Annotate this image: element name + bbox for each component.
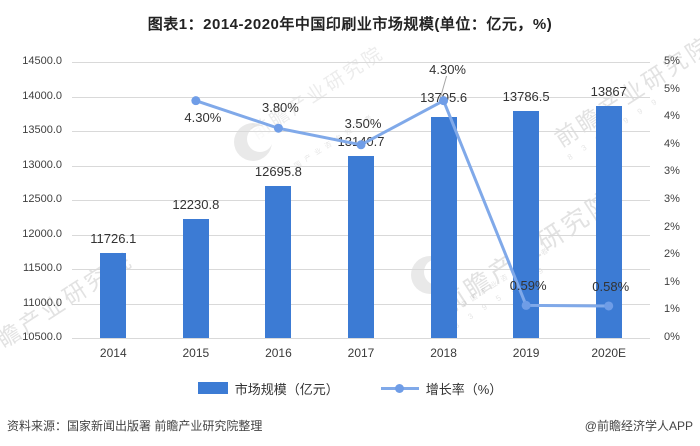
legend-item-growth-rate: 增长率（%） [380,379,503,398]
y-axis-left-tick: 11500.0 [23,262,62,274]
y-axis-right-tick: 5% [664,82,680,95]
line-point-2019 [521,300,531,310]
line-point-2018 [439,96,449,106]
legend: 市场规模（亿元） 增长率（%） [0,379,700,397]
x-axis-tick: 2016 [265,346,292,360]
legend-item-market-size: 市场规模（亿元） [197,379,339,398]
growth-rate-label: 0.58% [592,278,630,294]
credit: @前瞻经济学人APP [584,419,693,433]
line-point-2016 [273,123,283,133]
y-axis-right-tick: 1% [664,275,680,288]
legend-label-market-size: 市场规模（亿元） [234,381,339,397]
gridline [72,338,650,339]
bar-value-label: 13786.5 [502,89,550,105]
y-axis-left-tick: 13500.0 [22,124,62,136]
y-axis-left-tick: 13000.0 [22,158,62,171]
x-axis-tick: 2020E [591,346,627,360]
y-axis-left-tick: 10500.0 [22,331,62,343]
y-axis-left-tick: 12000.0 [22,227,62,240]
gridline [72,131,650,132]
line-point-2020E [604,301,614,311]
growth-rate-label: 3.50% [344,115,382,131]
y-axis-right-tick: 4% [664,110,680,123]
y-axis-right-tick: 5% [664,55,680,67]
y-axis-right-tick: 4% [664,137,680,150]
bar-2017 [348,155,374,338]
growth-rate-label: 4.30% [184,109,222,125]
label-leader-line [439,75,448,101]
bar-2015 [182,218,209,338]
legend-label-growth-rate: 增长率（%） [425,381,503,397]
x-axis-tick: 2014 [99,346,127,360]
bar-2018 [430,116,457,338]
gridline [72,96,650,98]
bar-value-label: 12695.8 [254,164,302,180]
bar-value-label: 11726.1 [90,231,137,247]
bar-2014 [100,253,127,338]
source-note: 资料来源：国家新闻出版署 前瞻产业研究院整理 [7,419,263,433]
growth-rate-label: 3.80% [261,100,299,116]
y-axis-right-tick: 3% [664,193,680,205]
y-axis-right-tick: 2% [664,220,680,233]
y-axis-left-tick: 14500.0 [22,55,62,67]
growth-rate-label: 4.30% [429,61,466,77]
x-axis-tick: 2017 [347,346,375,360]
line-point-2017 [356,140,366,150]
chart-title: 图表1：2014-2020年中国印刷业市场规模(单位：亿元，%) [147,16,553,33]
bar-value-label: 12230.8 [172,196,220,212]
y-axis-left-tick: 12500.0 [22,193,62,205]
bar-2019 [513,111,540,338]
y-axis-left-tick: 11000.0 [23,296,62,309]
growth-rate-polyline [195,99,609,308]
growth-rate-label: 0.59% [509,278,547,294]
footer: 资料来源：国家新闻出版署 前瞻产业研究院整理 @前瞻经济学人APP [0,417,700,434]
bar-value-label: 13867 [590,83,627,99]
bar-2020E [595,105,622,338]
gridline [72,62,650,63]
y-axis-right-tick: 3% [664,165,680,178]
x-axis-tick: 2019 [512,346,540,360]
x-axis-tick: 2018 [430,346,457,360]
y-axis-right-tick: 2% [664,248,680,261]
line-series-swatch-icon [380,383,419,393]
y-axis-right-tick: 0% [664,331,680,343]
y-axis-right-tick: 1% [664,303,680,316]
line-marker-icon [394,383,404,393]
bar-2016 [265,186,292,338]
bar-series-swatch-icon [197,382,228,394]
line-point-2015 [191,96,201,106]
y-axis-left-tick: 14000.0 [22,89,62,102]
x-axis-tick: 2015 [182,346,210,360]
